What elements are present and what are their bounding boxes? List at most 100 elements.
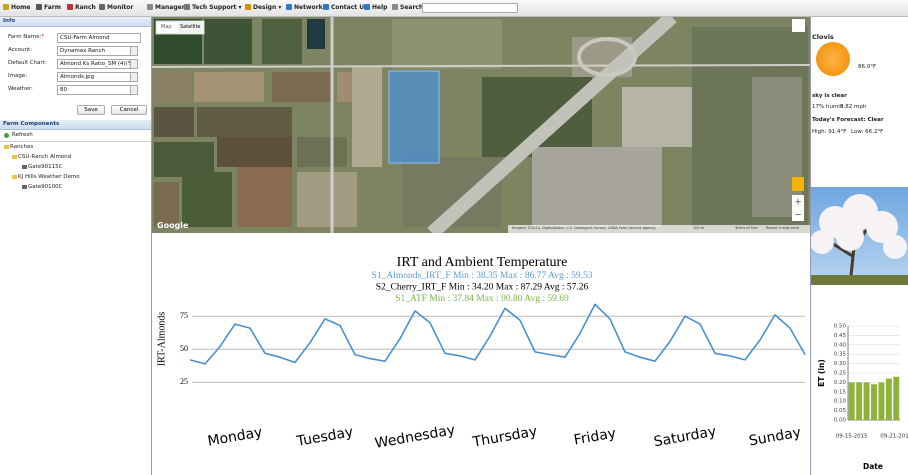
toolbar-button[interactable]: Tech Support ▾ — [184, 4, 242, 11]
components-header: Farm Components — [0, 120, 151, 130]
x-tick-label: Tuesday — [295, 424, 355, 450]
tree-item[interactable]: Gate90100C — [28, 184, 63, 190]
y-tick-label: 0.00 — [834, 418, 847, 424]
wind: 5.82 mph — [840, 104, 867, 110]
field-label: Farm Name:* — [8, 34, 45, 40]
humidity: 17% humid — [812, 104, 844, 110]
required-mark: * — [41, 34, 45, 40]
satellite-tab[interactable] — [178, 21, 204, 34]
field-label: Default Chart: — [8, 60, 47, 66]
bar — [871, 384, 877, 420]
y-tick-label: 0.30 — [834, 361, 847, 367]
dropdown-arrow: ▾ — [236, 4, 242, 11]
y-axis-title: IRT-Almonds — [156, 312, 167, 367]
x-tick-label: 09-15-2015 — [836, 434, 868, 440]
attribution: Imagery ©2015, DigitalGlobe, U.S. Geolog… — [512, 226, 656, 230]
chart-subtitle: S2_Cherry_IRT_F Min : 34.20 Max : 87.29 … — [376, 283, 589, 293]
city: Clovis — [812, 33, 834, 41]
icon — [99, 4, 105, 10]
x-tick-label: 09-21-2015 — [880, 434, 908, 440]
x-tick-label: Monday — [206, 424, 263, 449]
zoom-control[interactable] — [792, 195, 804, 221]
google-logo: Google — [157, 221, 189, 230]
icon — [364, 4, 370, 10]
x-tick-label: Friday — [573, 425, 618, 448]
bar — [863, 382, 870, 420]
tree-item[interactable]: CSU-Ranch Almond — [18, 154, 72, 160]
toolbar-button[interactable]: Home — [3, 4, 30, 11]
toolbar-label: Contact Us — [331, 4, 368, 11]
report[interactable]: Report a map error — [766, 226, 800, 230]
bar — [848, 382, 855, 420]
dropdown-arrow[interactable] — [130, 72, 138, 82]
y-tick-label: 0.05 — [834, 408, 847, 414]
sun-icon — [816, 42, 850, 76]
toolbar-label: Monitor — [107, 4, 134, 11]
y-tick-label: 0.35 — [834, 352, 847, 358]
toolbar-label: Search — [400, 4, 424, 11]
attribution-bar — [508, 225, 810, 233]
folder-icon — [4, 145, 9, 149]
y-tick-label: 0.20 — [834, 380, 847, 386]
highway — [427, 17, 677, 233]
fullscreen-button[interactable] — [792, 19, 805, 32]
toolbar-button[interactable]: Farm — [36, 4, 61, 11]
search-box[interactable] — [422, 3, 518, 13]
icon — [36, 4, 42, 10]
dropdown-arrow: ▾ — [276, 4, 282, 11]
toolbar-label: Manager — [155, 4, 185, 11]
tree-item[interactable]: KJ Hills Weather Demo — [18, 174, 80, 180]
dropdown-arrow[interactable] — [130, 85, 138, 95]
field-label: Image: — [8, 73, 28, 79]
interchange — [577, 37, 637, 77]
toolbar-button[interactable]: Help — [364, 4, 387, 11]
toolbar-button[interactable]: Networks — [286, 4, 326, 11]
toolbar-button[interactable]: Monitor — [99, 4, 133, 11]
refresh-button[interactable]: Refresh — [12, 132, 33, 138]
left-panel: Info Farm Name:* CSU-Farm Almond Account: Dy… — [0, 17, 152, 475]
high: High: 91.4°F — [812, 129, 847, 135]
toolbar-button[interactable]: Ranch — [67, 4, 96, 11]
pegman[interactable] — [792, 177, 804, 191]
tree-item[interactable]: Gate90115C — [28, 164, 63, 170]
toolbar-label: Ranch — [75, 4, 96, 11]
y-tick-label: 0.40 — [834, 342, 847, 348]
cancel-button[interactable]: Cancel — [111, 105, 147, 115]
info-header: Info — [0, 17, 151, 27]
map-tab[interactable]: Map — [161, 24, 172, 30]
icon — [3, 4, 9, 10]
x-tick-label: Wednesday — [374, 422, 457, 452]
chart-subtitle: S1_ATF Min : 37.84 Max : 90.80 Avg : 59.… — [395, 294, 569, 304]
y-axis-title: ET (in) — [817, 359, 826, 387]
toolbar-button[interactable]: Design ▾ — [245, 4, 281, 11]
field-label: Account: — [8, 47, 33, 53]
icon — [245, 4, 251, 10]
y-tick-label: 0.10 — [834, 399, 847, 405]
toolbar-button[interactable]: Search — [392, 4, 423, 11]
toolbar-label: Tech Support — [192, 4, 237, 11]
y-tick-label: 0.50 — [834, 324, 847, 330]
farm-boundary — [388, 70, 440, 164]
chart-subtitle: S1_Almonds_IRT_F Min : 38.35 Max : 86.77… — [372, 271, 593, 281]
dropdown-arrow[interactable] — [130, 59, 138, 69]
icon — [392, 4, 398, 10]
dropdown-arrow[interactable] — [130, 46, 138, 56]
toolbar-label: Networks — [294, 4, 327, 11]
tree-item[interactable]: Ranches — [10, 144, 34, 150]
y-tick-label: 50 — [180, 344, 188, 353]
x-tick-label: Saturday — [653, 424, 718, 451]
zoom-in: + — [794, 198, 802, 208]
map: + − — [152, 17, 810, 233]
low: Low: 66.2°F — [851, 129, 884, 135]
save-button[interactable]: Save — [77, 105, 105, 115]
divider — [810, 17, 811, 475]
divider — [0, 141, 151, 142]
road — [152, 64, 810, 68]
field-input[interactable]: CSU-Farm Almond — [57, 33, 141, 43]
map-tab[interactable]: Satellite — [180, 24, 201, 30]
toolbar-button[interactable]: Contact Us — [323, 4, 368, 11]
temperature: 86.0°F — [858, 64, 877, 70]
bar — [893, 376, 900, 420]
